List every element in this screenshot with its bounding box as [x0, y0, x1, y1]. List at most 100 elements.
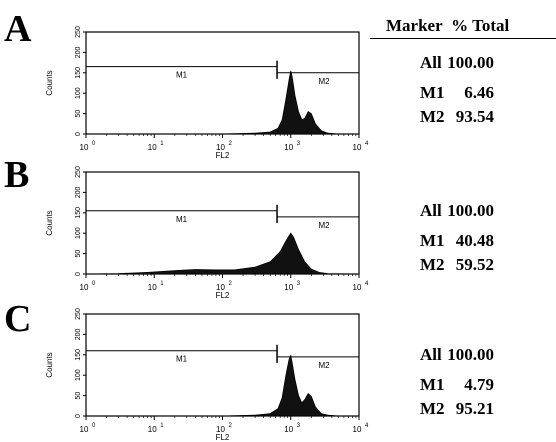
x-tick-exponent: 4: [365, 423, 369, 429]
marker-label: M2: [420, 255, 445, 274]
y-axis-label: Counts: [45, 352, 54, 377]
x-tick-exponent: 1: [160, 281, 164, 287]
gate-m2-label: M2: [318, 77, 330, 86]
y-axis-label: Counts: [45, 70, 54, 95]
x-tick-exponent: 3: [297, 141, 301, 147]
y-tick-label: 50: [75, 250, 82, 258]
x-axis-label: FL2: [216, 291, 230, 300]
table-row: M2 93.54: [420, 107, 494, 126]
x-tick-exponent: 4: [365, 141, 369, 147]
histogram-area: [85, 232, 360, 275]
marker-value: 95.21: [455, 399, 494, 418]
histogram-b: M1 M2 10 0 10 1 10 2 10 3 10 4 0 50 100 150 200 250 FL2 Cou…: [32, 164, 372, 300]
marker-label: All: [420, 345, 442, 364]
x-tick-exponent: 0: [92, 281, 96, 287]
table-row: All 100.00: [420, 53, 494, 72]
y-tick-label: 0: [75, 132, 82, 136]
x-tick-exponent: 4: [365, 281, 369, 287]
y-tick-label: 150: [75, 67, 82, 79]
marker-value: 93.54: [455, 107, 494, 126]
y-tick-label: 200: [75, 46, 82, 58]
table-row: M2 59.52: [420, 255, 494, 274]
marker-header: Marker: [386, 16, 443, 35]
x-tick-label: 10: [216, 143, 225, 152]
x-tick-exponent: 2: [229, 423, 233, 429]
y-tick-label: 50: [75, 392, 82, 400]
marker-label: M2: [420, 399, 445, 418]
panel-letter-a: A: [4, 8, 32, 50]
table-row: M2 95.21: [420, 399, 494, 418]
table-row: All 100.00: [420, 345, 494, 364]
marker-value: 100.00: [447, 53, 494, 72]
y-tick-label: 150: [75, 349, 82, 361]
table-header: Marker % Total: [386, 16, 509, 36]
marker-value: 6.46: [464, 83, 494, 102]
panel-letter-c: C: [4, 298, 32, 340]
x-tick-exponent: 0: [92, 141, 96, 147]
pct-total-header: % Total: [451, 16, 510, 35]
table-row: All 100.00: [420, 201, 494, 220]
y-tick-label: 150: [75, 207, 82, 219]
y-axis-label: Counts: [45, 210, 54, 235]
marker-label: All: [420, 201, 442, 220]
x-tick-exponent: 2: [229, 281, 233, 287]
table-row: M1 4.79: [420, 376, 494, 393]
x-tick-label: 10: [216, 425, 225, 434]
y-tick-label: 100: [75, 227, 82, 239]
x-tick-label: 10: [80, 143, 89, 152]
x-tick-label: 10: [353, 425, 362, 434]
x-tick-label: 10: [284, 425, 293, 434]
marker-label: M1: [420, 231, 445, 250]
y-tick-label: 250: [75, 308, 82, 320]
x-tick-label: 10: [148, 283, 157, 292]
histogram-c: M1 M2 10 0 10 1 10 2 10 3 10 4 0 50 100 150 200 250 FL2 Cou…: [32, 306, 372, 442]
x-tick-exponent: 0: [92, 423, 96, 429]
x-tick-label: 10: [353, 283, 362, 292]
x-axis-label: FL2: [216, 433, 230, 442]
gate-m1-label: M1: [176, 215, 188, 224]
x-tick-exponent: 1: [160, 423, 164, 429]
x-tick-label: 10: [284, 283, 293, 292]
x-tick-exponent: 3: [297, 423, 301, 429]
panel-letter-b: B: [4, 154, 30, 196]
x-tick-label: 10: [148, 425, 157, 434]
y-tick-label: 250: [75, 26, 82, 38]
x-axis-label: FL2: [216, 151, 230, 160]
gate-m2-label: M2: [318, 361, 330, 370]
gate-m1-label: M1: [176, 355, 188, 364]
x-tick-label: 10: [148, 143, 157, 152]
x-tick-label: 10: [353, 143, 362, 152]
x-tick-label: 10: [216, 283, 225, 292]
histogram-area: [86, 70, 359, 135]
x-tick-exponent: 3: [297, 281, 301, 287]
marker-value: 59.52: [455, 255, 494, 274]
marker-value: 100.00: [447, 345, 494, 364]
y-tick-label: 100: [75, 369, 82, 381]
marker-label: M2: [420, 107, 445, 126]
marker-label: M1: [420, 83, 445, 102]
header-rule: [370, 38, 556, 39]
y-tick-label: 0: [75, 414, 82, 418]
y-tick-label: 0: [75, 272, 82, 276]
marker-value: 40.48: [455, 231, 494, 250]
y-tick-label: 50: [75, 110, 82, 118]
gate-m1-label: M1: [176, 71, 188, 80]
table-row: M1 6.46: [420, 83, 494, 102]
histogram-area: [86, 354, 359, 417]
y-tick-label: 250: [75, 166, 82, 178]
x-tick-exponent: 1: [160, 141, 164, 147]
marker-value: 4.79: [464, 375, 494, 394]
marker-value: 100.00: [447, 201, 494, 220]
y-tick-label: 200: [75, 186, 82, 198]
x-tick-label: 10: [80, 283, 89, 292]
x-tick-label: 10: [284, 143, 293, 152]
x-tick-label: 10: [80, 425, 89, 434]
gate-m2-label: M2: [318, 221, 330, 230]
marker-label: All: [420, 53, 442, 72]
x-tick-exponent: 2: [229, 141, 233, 147]
table-row: M1 40.48: [420, 231, 494, 250]
y-tick-label: 200: [75, 328, 82, 340]
